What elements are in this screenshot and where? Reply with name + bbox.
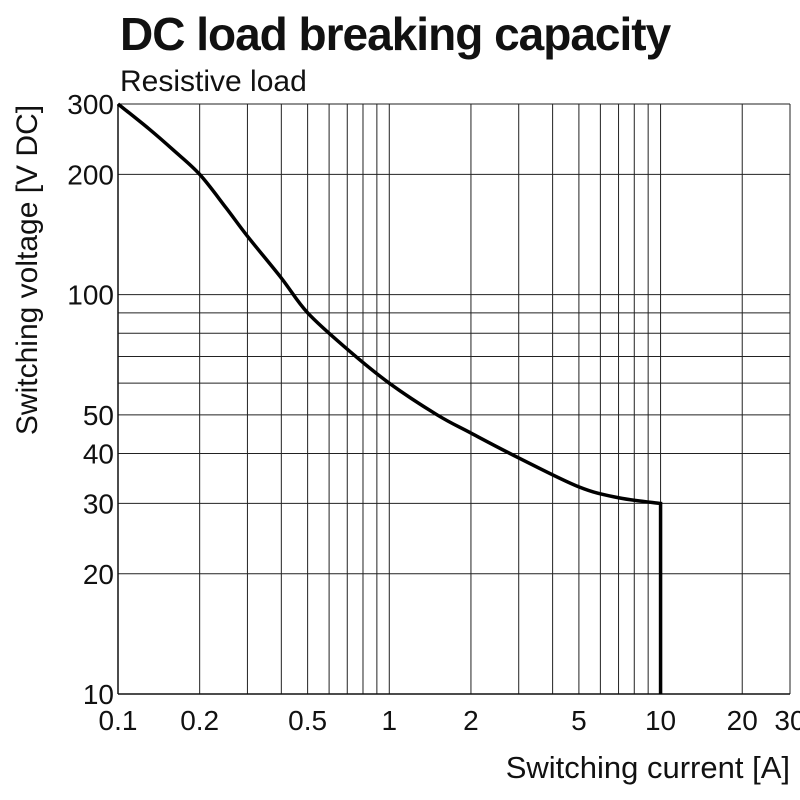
x-tick-label: 5 <box>571 705 587 736</box>
x-tick-label: 30 <box>774 705 800 736</box>
x-tick-label: 0.5 <box>288 705 327 736</box>
chart-subtitle: Resistive load <box>120 65 307 98</box>
y-tick-label: 30 <box>83 488 114 519</box>
y-tick-label: 10 <box>83 679 114 710</box>
y-tick-label: 300 <box>67 89 114 120</box>
y-tick-label: 20 <box>83 559 114 590</box>
x-tick-label: 2 <box>463 705 479 736</box>
x-axis-label: Switching current [A] <box>505 750 790 785</box>
y-tick-label: 100 <box>67 280 114 311</box>
x-tick-label: 10 <box>645 705 676 736</box>
x-tick-label: 0.1 <box>99 705 138 736</box>
y-tick-label: 50 <box>83 400 114 431</box>
x-tick-label: 0.2 <box>180 705 219 736</box>
y-tick-label: 200 <box>67 159 114 190</box>
y-tick-label: 40 <box>83 439 114 470</box>
breaking-capacity-curve <box>116 102 663 694</box>
x-tick-label: 1 <box>381 705 397 736</box>
chart-title: DC load breaking capacity <box>120 8 671 60</box>
x-tick-label: 20 <box>727 705 758 736</box>
